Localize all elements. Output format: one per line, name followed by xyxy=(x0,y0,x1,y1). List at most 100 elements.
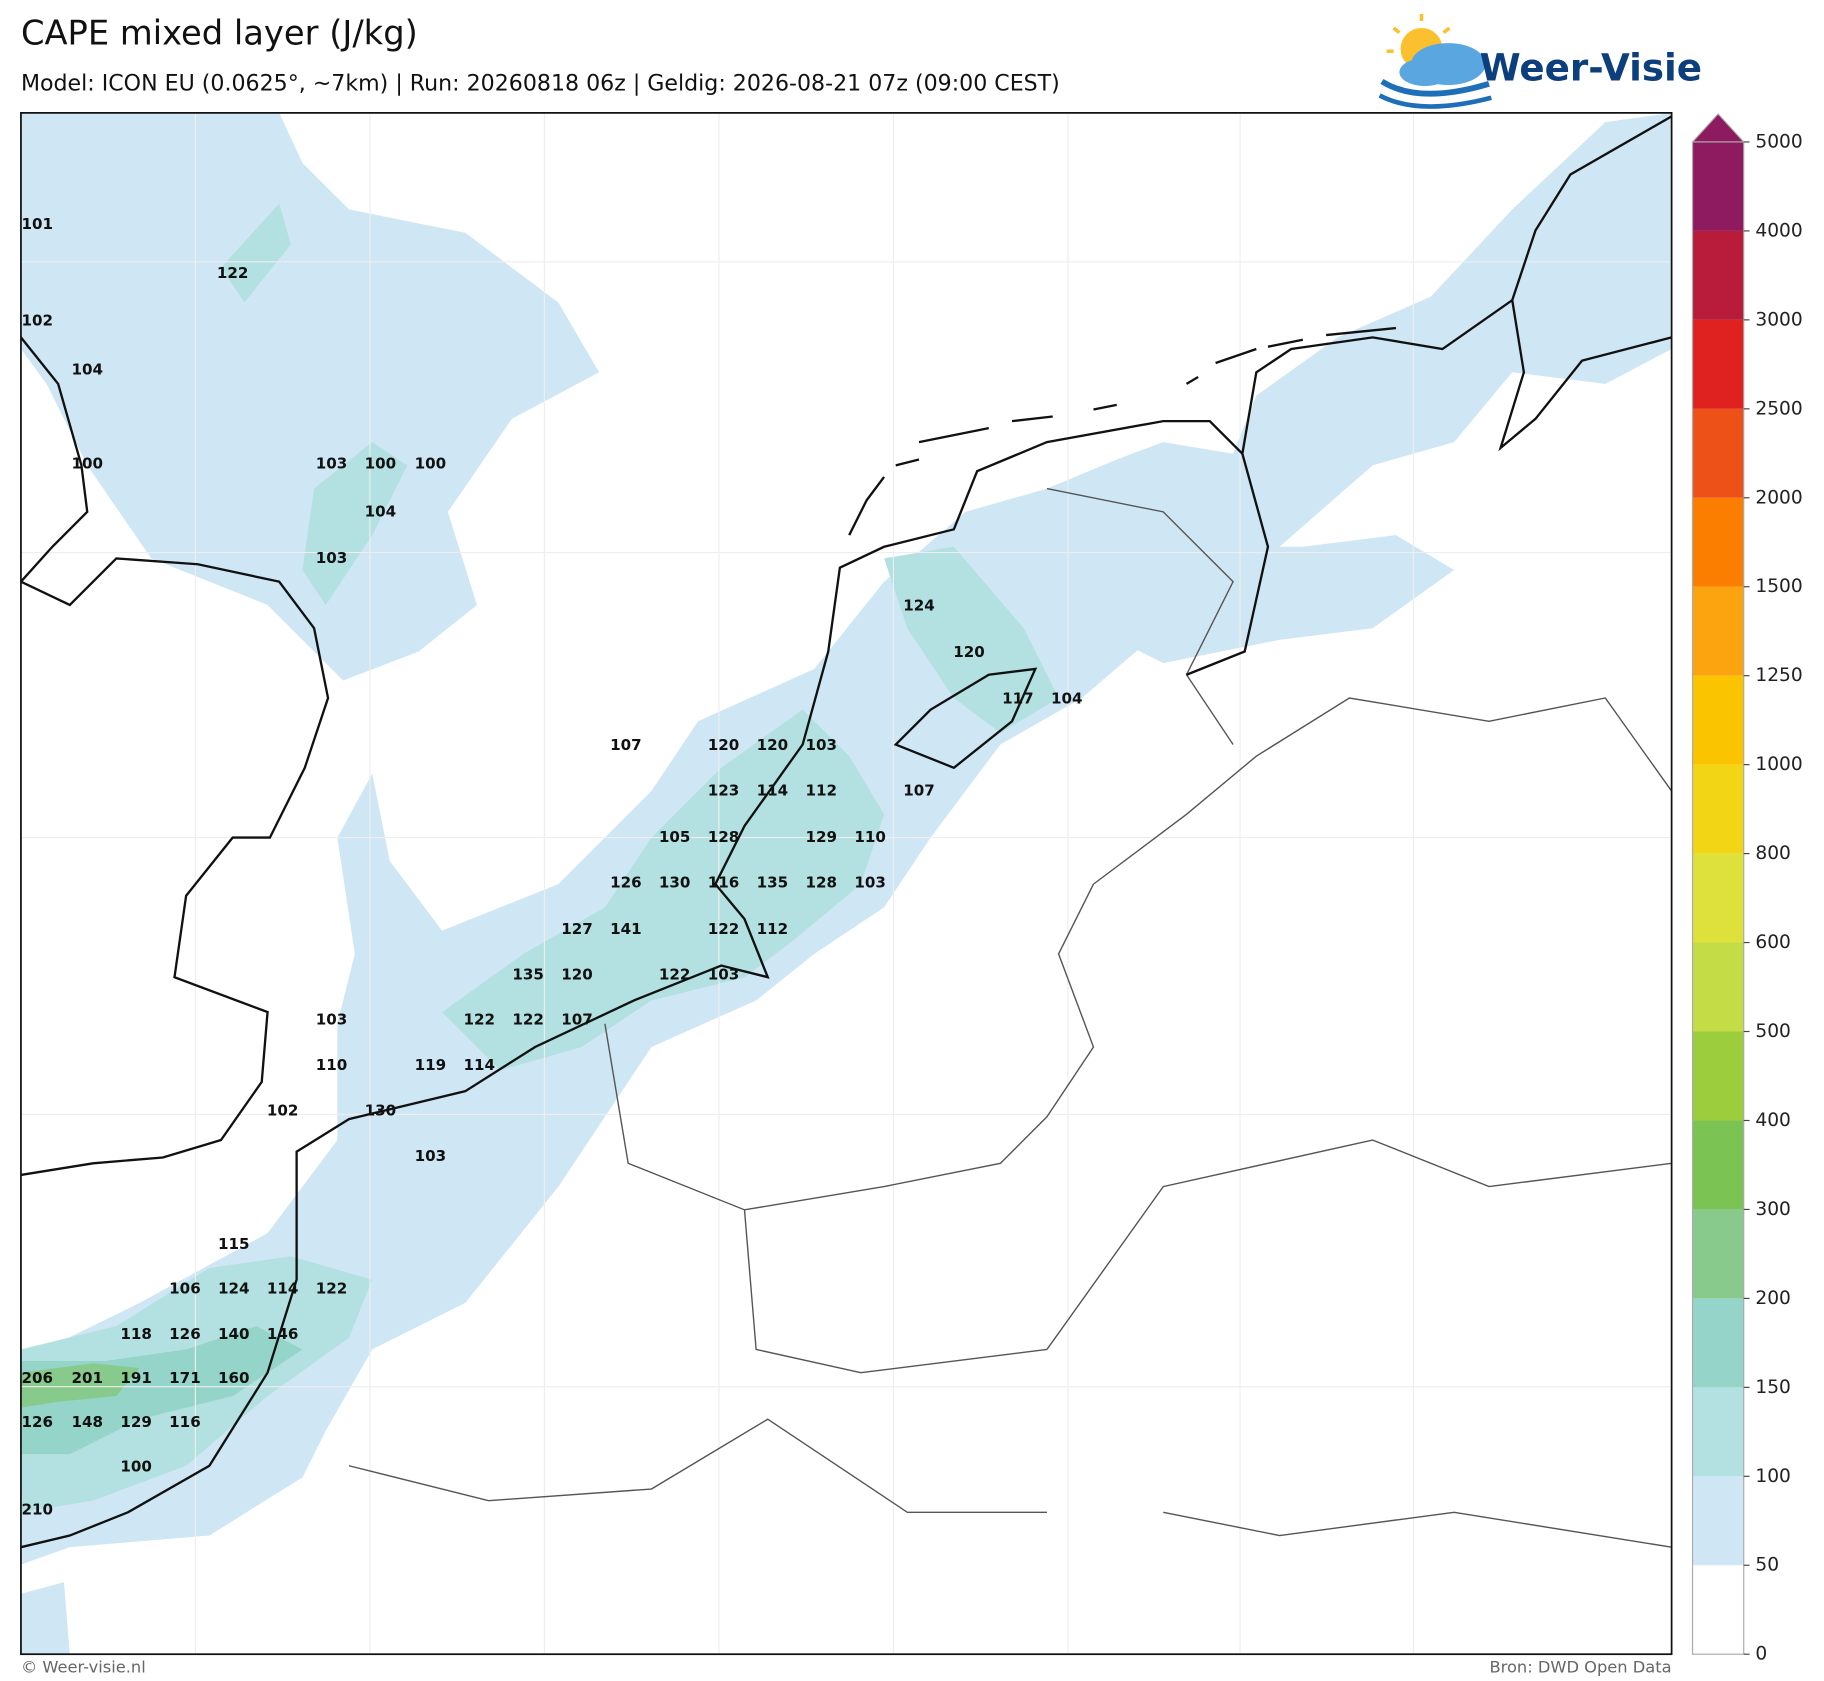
cape-label: 122 xyxy=(708,920,740,938)
cape-200-300 xyxy=(20,1363,140,1408)
colorbar-band xyxy=(1692,141,1744,231)
cape-label: 160 xyxy=(218,1369,250,1387)
colorbar-tick-label: 100 xyxy=(1755,1466,1791,1487)
cape-label: 191 xyxy=(120,1369,152,1387)
colorbar-band xyxy=(1692,1120,1744,1210)
cape-label: 122 xyxy=(316,1279,348,1297)
cape-label: 102 xyxy=(267,1101,299,1119)
cape-label: 120 xyxy=(953,643,985,661)
cape-label: 126 xyxy=(169,1325,201,1343)
cape-label: 100 xyxy=(365,455,397,473)
colorbar-band xyxy=(1692,1565,1744,1655)
cape-label: 104 xyxy=(365,502,397,520)
colorbar-band xyxy=(1692,408,1744,498)
borders xyxy=(348,487,1672,1548)
cape-label: 107 xyxy=(610,736,642,754)
cape-label: 100 xyxy=(71,455,103,473)
colorbar-band xyxy=(1692,1298,1744,1388)
cape-label: 124 xyxy=(218,1279,250,1297)
cape-label: 100 xyxy=(120,1457,152,1475)
colorbar-band xyxy=(1692,1476,1744,1566)
colorbar-band xyxy=(1692,230,1744,320)
cape-label: 104 xyxy=(71,360,103,378)
cape-150-200 xyxy=(20,1326,303,1455)
colorbar-tick-label: 400 xyxy=(1755,1110,1791,1131)
colorbar-tick-label: 800 xyxy=(1755,843,1791,864)
colorbar-frame xyxy=(1691,141,1745,1655)
cape-label: 210 xyxy=(21,1500,53,1518)
colorbar-tick-label: 3000 xyxy=(1755,309,1802,330)
colorbar-tick-label: 0 xyxy=(1755,1644,1767,1665)
source: Bron: DWD Open Data xyxy=(1489,1658,1671,1677)
cape-label: 124 xyxy=(903,597,935,615)
cape-label: 115 xyxy=(218,1235,250,1253)
cape-label: 103 xyxy=(805,736,837,754)
cape-label: 100 xyxy=(415,455,447,473)
cape-label: 122 xyxy=(659,965,691,983)
cape-label: 107 xyxy=(903,782,935,800)
cape-label: 114 xyxy=(267,1279,299,1297)
cape-label: 130 xyxy=(659,873,691,891)
cape-label: 122 xyxy=(463,1011,495,1029)
colorbar-tick-label: 1250 xyxy=(1755,665,1802,686)
cape-label: 104 xyxy=(1051,690,1083,708)
cape-label: 146 xyxy=(267,1325,299,1343)
cape-label: 114 xyxy=(757,782,789,800)
colorbar-band xyxy=(1692,497,1744,587)
cape-label: 112 xyxy=(757,920,789,938)
colorbar-tick-label: 150 xyxy=(1755,1377,1791,1398)
cape-label: 126 xyxy=(21,1413,53,1431)
cape-label: 126 xyxy=(610,873,642,891)
cape-label: 127 xyxy=(561,920,593,938)
cape-label: 201 xyxy=(71,1369,103,1387)
cape-label: 206 xyxy=(21,1369,53,1387)
cape-label: 105 xyxy=(659,828,691,846)
title: CAPE mixed layer (J/kg) xyxy=(21,13,418,52)
cape-label: 130 xyxy=(365,1101,397,1119)
cape-label: 123 xyxy=(708,782,740,800)
cape-label: 122 xyxy=(217,264,249,282)
colorbar-band xyxy=(1692,764,1744,854)
copyright: © Weer-visie.nl xyxy=(21,1658,146,1677)
cape-label: 103 xyxy=(854,873,886,891)
colorbar-band xyxy=(1692,675,1744,765)
cape-label: 103 xyxy=(415,1147,447,1165)
colorbar-tick-label: 2500 xyxy=(1755,398,1802,419)
colorbar-band xyxy=(1692,319,1744,409)
cape-label: 171 xyxy=(169,1369,201,1387)
logo: Weer-Visie xyxy=(1378,13,1702,109)
cape-label: 129 xyxy=(805,828,837,846)
colorbar-tick-label: 600 xyxy=(1755,932,1791,953)
cape-label: 128 xyxy=(708,828,740,846)
colorbar-tick-label: 1000 xyxy=(1755,754,1802,775)
colorbar-tick-label: 500 xyxy=(1755,1021,1791,1042)
colorbar-tick-label: 5000 xyxy=(1755,131,1802,152)
cape-label: 140 xyxy=(218,1325,250,1343)
cape-label: 106 xyxy=(169,1279,201,1297)
cape-label: 128 xyxy=(805,873,837,891)
colorbar-tick-label: 200 xyxy=(1755,1288,1791,1309)
cape-label: 103 xyxy=(708,965,740,983)
colorbar-band xyxy=(1692,1031,1744,1121)
subtitle: Model: ICON EU (0.0625°, ~7km) | Run: 20… xyxy=(21,70,1060,96)
cape-label: 101 xyxy=(21,215,53,233)
coastlines xyxy=(20,115,1672,1549)
cape-label: 122 xyxy=(512,1011,544,1029)
cape-labels: 101 122 102 104 100 103 100 100 104 103 124 120 117 1… xyxy=(21,215,1082,1518)
cape-label: 110 xyxy=(316,1056,348,1074)
cape-label: 135 xyxy=(757,873,789,891)
cape-label: 141 xyxy=(610,920,642,938)
cape-label: 107 xyxy=(561,1011,593,1029)
colorbar-band xyxy=(1692,1209,1744,1299)
colorbar-tick-label: 2000 xyxy=(1755,487,1802,508)
graticule xyxy=(20,112,1672,1655)
colorbar-tick-label: 4000 xyxy=(1755,220,1802,241)
colorbar-band xyxy=(1692,853,1744,943)
logo-text: Weer-Visie xyxy=(1480,45,1702,89)
cape-label: 116 xyxy=(169,1413,201,1431)
colorbar-extend xyxy=(1691,113,1746,143)
map-frame xyxy=(20,112,1673,1656)
map: 101 122 102 104 100 103 100 100 104 103 124 120 117 1… xyxy=(20,112,1672,1655)
cape-label: 103 xyxy=(316,549,348,567)
